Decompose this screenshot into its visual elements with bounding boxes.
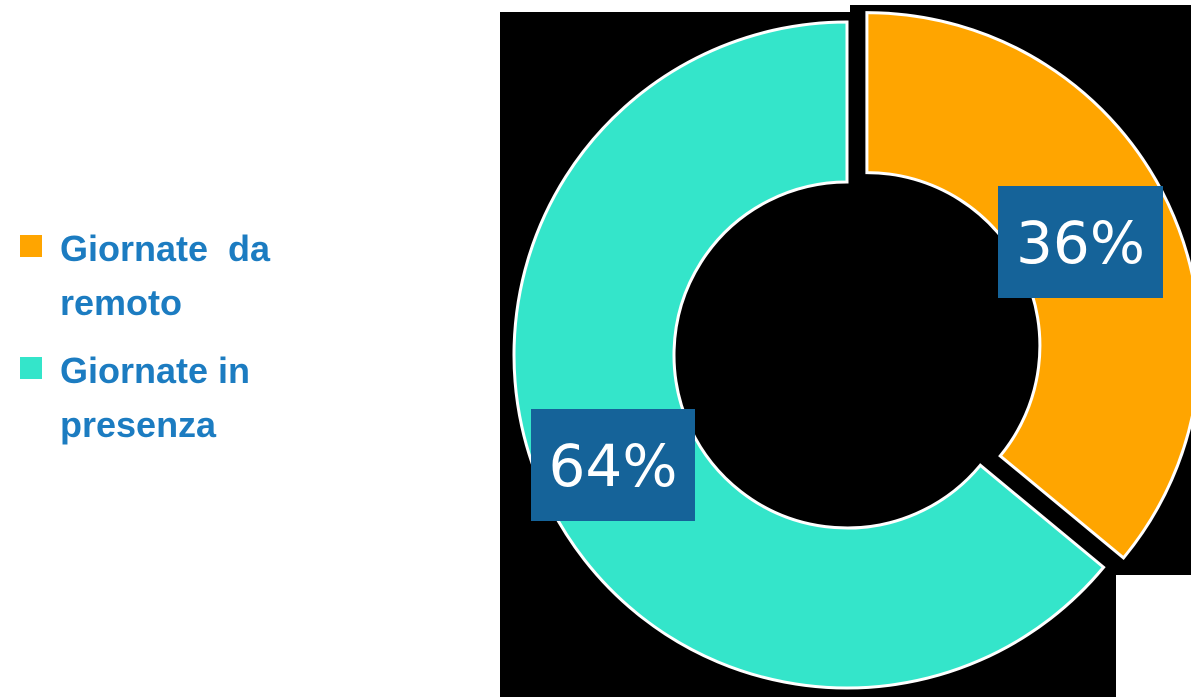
legend-item-presenza: Giornate in presenza: [20, 344, 380, 452]
data-label-box-presenza: [531, 409, 695, 521]
donut-data-labels: 36% 64%: [531, 186, 1163, 521]
data-label-presenza: 64%: [531, 409, 695, 521]
legend-label-presenza: Giornate in presenza: [60, 350, 261, 445]
data-label-text-remoto: 36%: [1016, 209, 1145, 277]
legend-label-remoto: Giornate da remoto: [60, 228, 281, 323]
legend-swatch-presenza: [20, 357, 42, 379]
data-label-text-presenza: 64%: [549, 432, 678, 500]
legend-item-remoto: Giornate da remoto: [20, 222, 380, 330]
data-label-remoto: 36%: [998, 186, 1163, 298]
donut-slices: [512, 11, 1191, 690]
data-label-box-remoto: [998, 186, 1163, 298]
chart-legend: Giornate da remoto Giornate in presenza: [20, 222, 380, 466]
legend-swatch-remoto: [20, 235, 42, 257]
donut-slice-remoto: [865, 11, 1191, 561]
donut-slice-presenza: [512, 20, 1106, 690]
